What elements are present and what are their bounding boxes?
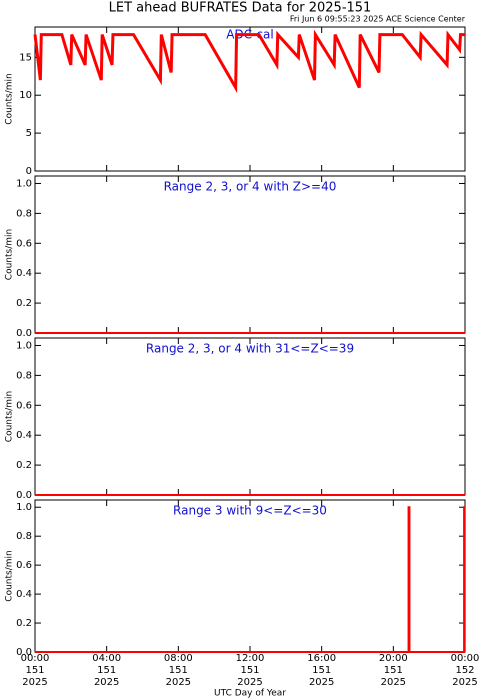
plot-frame — [34, 175, 466, 334]
y-axis-label: Counts/min — [5, 550, 15, 601]
panel-label: Range 2, 3, or 4 with 31<=Z<=39 — [146, 342, 354, 356]
y-tick-label: 0.6 — [16, 238, 32, 249]
x-tick-label: 151 — [384, 665, 403, 676]
plot-frame — [34, 337, 466, 496]
x-tick-label: 151 — [97, 665, 116, 676]
y-tick-label: 0.0 — [16, 328, 32, 339]
y-tick-label: 10 — [19, 90, 32, 101]
y-tick-label: 15 — [19, 52, 32, 63]
data-line — [35, 506, 466, 653]
x-tick-label: 151 — [169, 665, 188, 676]
chart-subtitle: Fri Jun 6 09:55:23 2025 ACE Science Cent… — [290, 15, 466, 24]
x-tick-label: 2025 — [94, 677, 119, 688]
y-tick-label: 1.0 — [16, 340, 32, 351]
x-tick-label: 2025 — [452, 677, 477, 688]
y-tick-label: 5 — [26, 128, 32, 139]
x-tick-label: 2025 — [237, 677, 262, 688]
y-tick-label: 0.4 — [16, 430, 32, 441]
x-tick-label: 00:00 — [451, 653, 479, 664]
x-tick-label: 04:00 — [92, 653, 121, 664]
y-tick-label: 0.4 — [16, 589, 32, 600]
y-tick-label: 0.8 — [16, 370, 32, 381]
x-tick-label: 2025 — [381, 677, 406, 688]
y-tick-label: 0.6 — [16, 400, 32, 411]
y-tick-label: 0.8 — [16, 208, 32, 219]
x-tick-label: 2025 — [22, 677, 47, 688]
x-tick-label: 08:00 — [164, 653, 193, 664]
y-tick-label: 0.4 — [16, 268, 32, 279]
panel-label: Range 2, 3, or 4 with Z>=40 — [164, 180, 337, 194]
y-tick-label: 1.0 — [16, 502, 32, 513]
y-axis-label: Counts/min — [5, 73, 15, 124]
y-tick-label: 0.0 — [16, 490, 32, 501]
x-tick-label: 16:00 — [307, 653, 336, 664]
y-tick-label: 0 — [26, 166, 32, 177]
y-axis-label: Counts/min — [5, 391, 15, 442]
data-line — [33, 29, 465, 94]
y-tick-label: 0.0 — [16, 647, 32, 658]
chart-title: LET ahead BUFRATES Data for 2025-151 — [109, 1, 372, 16]
y-tick-label: 0.2 — [16, 618, 32, 629]
x-tick-label: 152 — [455, 665, 474, 676]
plot-frame — [34, 499, 466, 653]
x-tick-label: 12:00 — [236, 653, 265, 664]
x-axis-label: UTC Day of Year — [214, 689, 286, 699]
x-tick-label: 2025 — [309, 677, 334, 688]
y-tick-label: 0.2 — [16, 460, 32, 471]
x-tick-label: 00:00 — [21, 653, 50, 664]
x-tick-label: 151 — [240, 665, 259, 676]
x-tick-label: 151 — [25, 665, 44, 676]
y-tick-label: 0.2 — [16, 298, 32, 309]
x-tick-label: 151 — [312, 665, 331, 676]
y-tick-label: 1.0 — [16, 178, 32, 189]
y-axis-label: Counts/min — [5, 229, 15, 280]
plot-frame — [34, 26, 466, 172]
panel-label: Range 3 with 9<=Z<=30 — [173, 504, 327, 518]
x-tick-label: 2025 — [166, 677, 191, 688]
x-tick-label: 20:00 — [379, 653, 408, 664]
y-tick-label: 0.6 — [16, 560, 32, 571]
y-tick-label: 0.8 — [16, 531, 32, 542]
